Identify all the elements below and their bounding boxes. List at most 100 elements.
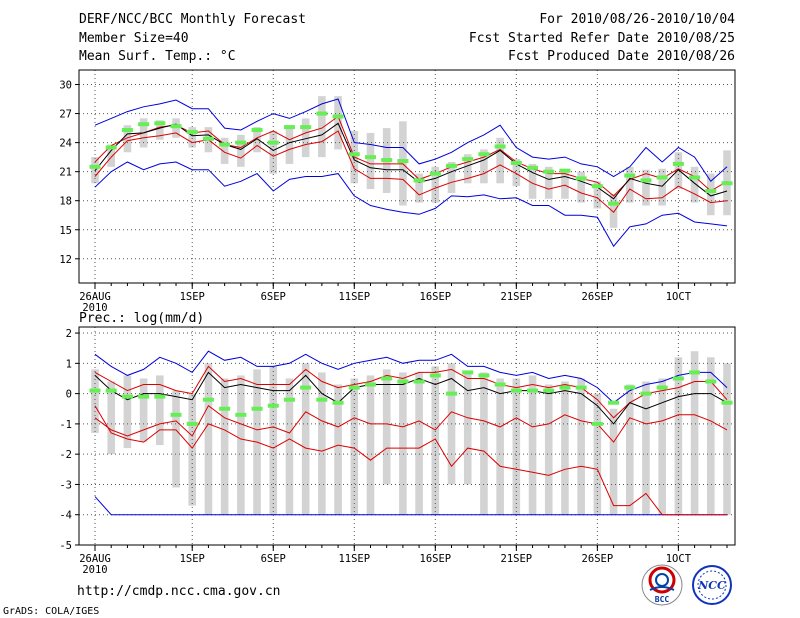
- prec-box-14: [318, 372, 326, 515]
- temp-median-38: [705, 189, 717, 194]
- prec-median-27: [527, 388, 539, 393]
- prec-box-5: [172, 390, 180, 488]
- prec-min-line: [94, 496, 727, 516]
- title-left-2: Member Size=40: [79, 31, 189, 46]
- prec-ytick-label-6: 1: [66, 358, 72, 370]
- prec-median-11: [267, 403, 279, 408]
- prec-median-30: [575, 385, 587, 390]
- prec-box-18: [382, 369, 391, 485]
- prec-box-15: [334, 384, 342, 515]
- title-left-1: DERF/NCC/BCC Monthly Forecast: [79, 12, 306, 27]
- prec-ytick-label-4: -1: [59, 419, 72, 431]
- grads-credit: GrADS: COLA/IGES: [3, 606, 99, 617]
- prec-xtick-label-0: 26AUG: [79, 553, 111, 565]
- prec-xtick-year: 2010: [82, 564, 107, 576]
- temp-xtick-label-4: 16SEP: [420, 291, 452, 303]
- prec-median-19: [397, 379, 409, 384]
- temp-box-38: [706, 173, 715, 216]
- temp-median-9: [235, 140, 247, 145]
- prec-box-13: [301, 363, 310, 515]
- bcc-logo-text: BCC: [655, 595, 670, 604]
- prec-xtick-label-6: 26SEP: [582, 553, 614, 565]
- temp-median-13: [300, 125, 312, 130]
- prec-median-7: [202, 397, 214, 402]
- temp-xtick-label-7: 1OCT: [666, 291, 692, 303]
- prec-median-33: [624, 385, 636, 390]
- prec-median-16: [348, 385, 360, 390]
- temp-median-6: [186, 129, 198, 134]
- temp-median-0: [89, 164, 101, 169]
- temp-xtick-label-2: 6SEP: [261, 291, 286, 303]
- temp-box-12: [285, 125, 294, 164]
- prec-box-24: [480, 372, 488, 515]
- prec-spread-low-line: [94, 405, 727, 516]
- title-right-3: Fcst Produced Date 2010/08/26: [508, 49, 735, 64]
- prec-median-1: [105, 388, 117, 393]
- prec-box-17: [366, 375, 375, 515]
- temp-box-20: [415, 173, 423, 203]
- prec-median-12: [283, 397, 295, 402]
- temp-median-37: [689, 175, 701, 180]
- temp-box-29: [561, 169, 569, 199]
- temp-xtick-label-3: 11SEP: [338, 291, 370, 303]
- temp-median-14: [316, 111, 328, 116]
- prec-box-2: [123, 375, 132, 449]
- prec-median-14: [316, 397, 328, 402]
- temp-box-24: [480, 149, 488, 184]
- ncc-logo-text: NCC: [697, 579, 726, 592]
- prec-median-38: [705, 379, 717, 384]
- prec-ytick-label-5: 0: [66, 389, 72, 401]
- temp-box-13: [301, 118, 310, 158]
- prec-box-25: [496, 378, 504, 515]
- title-right-2: Fcst Started Refer Date 2010/08/25: [469, 31, 735, 46]
- prec-median-28: [543, 388, 555, 393]
- title-left-3: Mean Surf. Temp.: °C: [79, 49, 236, 64]
- temp-median-19: [397, 159, 409, 164]
- prec-median-6: [186, 421, 198, 426]
- temp-median-11: [267, 140, 279, 145]
- temp-median-23: [462, 157, 474, 162]
- temp-box-27: [528, 163, 537, 199]
- prec-median-36: [672, 376, 684, 381]
- prec-median-2: [121, 394, 133, 399]
- temp-box-21: [431, 166, 440, 203]
- prec-box-32: [609, 408, 618, 515]
- temp-median-16: [348, 152, 360, 157]
- prec-median-5: [170, 412, 182, 417]
- temp-ytick-label-2: 18: [59, 196, 72, 208]
- prec-box-3: [139, 378, 148, 443]
- prec-xtick-label-5: 21SEP: [501, 553, 533, 565]
- temp-ytick-label-4: 24: [59, 138, 72, 150]
- temp-box-8: [220, 137, 229, 164]
- temp-box-22: [447, 161, 456, 193]
- temp-median-10: [251, 128, 263, 133]
- prec-xtick-label-4: 16SEP: [420, 553, 452, 565]
- prec-box-11: [269, 366, 278, 515]
- prec-upper-line: [94, 365, 728, 419]
- temp-ytick-label-1: 15: [59, 225, 72, 237]
- prec-max-line: [94, 350, 728, 404]
- prec-box-19: [399, 372, 407, 515]
- temp-box-23: [463, 154, 472, 184]
- prec-median-9: [235, 412, 247, 417]
- footer-url[interactable]: http://cmdp.ncc.cma.gov.cn: [77, 584, 281, 599]
- prec-box-6: [188, 393, 197, 506]
- temp-box-2: [123, 125, 132, 153]
- prec-xtick-label-2: 6SEP: [261, 553, 286, 565]
- temp-box-32: [609, 193, 618, 228]
- prec-box-38: [706, 357, 715, 515]
- prec-box-30: [577, 378, 585, 515]
- temp-median-27: [527, 165, 539, 170]
- prec-median-32: [608, 400, 620, 405]
- prec-box-33: [625, 384, 634, 515]
- prec-box-16: [350, 378, 359, 515]
- prec-median-18: [381, 376, 393, 381]
- temp-xtick-label-1: 1SEP: [180, 291, 205, 303]
- prec-lower-line: [94, 404, 728, 443]
- prec-median-22: [446, 391, 458, 396]
- prec-median-20: [413, 379, 425, 384]
- prec-box-35: [658, 378, 666, 515]
- temp-median-5: [170, 124, 182, 129]
- temp-median-30: [575, 176, 587, 181]
